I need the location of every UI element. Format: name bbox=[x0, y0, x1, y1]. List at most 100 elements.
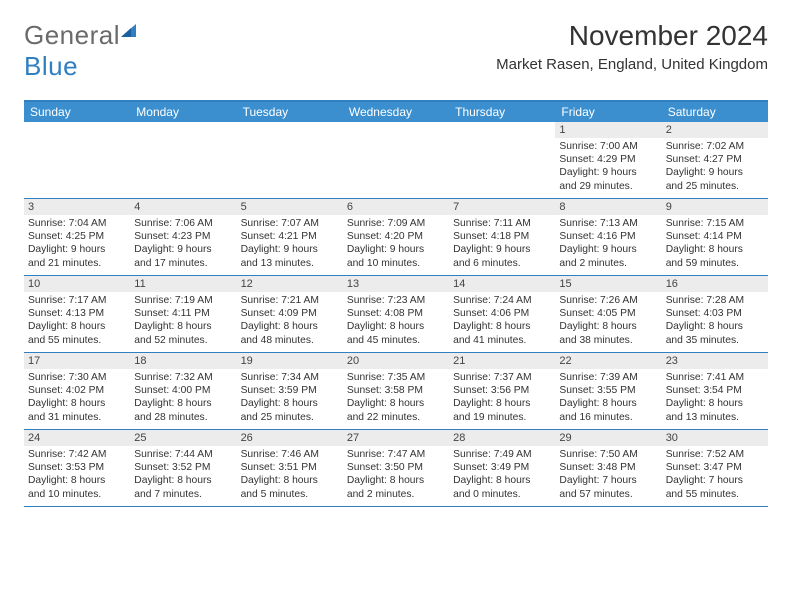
day-number: 19 bbox=[237, 353, 343, 369]
sunset-text: Sunset: 4:09 PM bbox=[241, 307, 339, 320]
sunrise-text: Sunrise: 7:02 AM bbox=[666, 140, 764, 153]
day-number: 30 bbox=[662, 430, 768, 446]
sunset-text: Sunset: 4:25 PM bbox=[28, 230, 126, 243]
daylight-text: and 19 minutes. bbox=[453, 411, 551, 424]
sunrise-text: Sunrise: 7:00 AM bbox=[559, 140, 657, 153]
daylight-text: Daylight: 8 hours bbox=[453, 474, 551, 487]
day-cell: 1Sunrise: 7:00 AMSunset: 4:29 PMDaylight… bbox=[555, 122, 661, 198]
week-row: 24Sunrise: 7:42 AMSunset: 3:53 PMDayligh… bbox=[24, 430, 768, 507]
day-number: 27 bbox=[343, 430, 449, 446]
daylight-text: and 16 minutes. bbox=[559, 411, 657, 424]
day-number: 3 bbox=[24, 199, 130, 215]
day-number: 17 bbox=[24, 353, 130, 369]
daylight-text: Daylight: 8 hours bbox=[241, 474, 339, 487]
day-number: 8 bbox=[555, 199, 661, 215]
day-number: 15 bbox=[555, 276, 661, 292]
day-cell: 8Sunrise: 7:13 AMSunset: 4:16 PMDaylight… bbox=[555, 199, 661, 275]
day-cell bbox=[449, 122, 555, 198]
day-cell: 19Sunrise: 7:34 AMSunset: 3:59 PMDayligh… bbox=[237, 353, 343, 429]
sunrise-text: Sunrise: 7:41 AM bbox=[666, 371, 764, 384]
day-cell: 18Sunrise: 7:32 AMSunset: 4:00 PMDayligh… bbox=[130, 353, 236, 429]
daylight-text: Daylight: 8 hours bbox=[666, 243, 764, 256]
day-cell: 23Sunrise: 7:41 AMSunset: 3:54 PMDayligh… bbox=[662, 353, 768, 429]
sunrise-text: Sunrise: 7:15 AM bbox=[666, 217, 764, 230]
daylight-text: and 31 minutes. bbox=[28, 411, 126, 424]
day-cell: 24Sunrise: 7:42 AMSunset: 3:53 PMDayligh… bbox=[24, 430, 130, 506]
day-cell: 11Sunrise: 7:19 AMSunset: 4:11 PMDayligh… bbox=[130, 276, 236, 352]
sunrise-text: Sunrise: 7:07 AM bbox=[241, 217, 339, 230]
daylight-text: Daylight: 8 hours bbox=[453, 320, 551, 333]
day-cell: 26Sunrise: 7:46 AMSunset: 3:51 PMDayligh… bbox=[237, 430, 343, 506]
day-number: 10 bbox=[24, 276, 130, 292]
day-number: 29 bbox=[555, 430, 661, 446]
sunset-text: Sunset: 4:02 PM bbox=[28, 384, 126, 397]
sunset-text: Sunset: 4:20 PM bbox=[347, 230, 445, 243]
daylight-text: and 48 minutes. bbox=[241, 334, 339, 347]
sunrise-text: Sunrise: 7:35 AM bbox=[347, 371, 445, 384]
day-cell: 22Sunrise: 7:39 AMSunset: 3:55 PMDayligh… bbox=[555, 353, 661, 429]
sunset-text: Sunset: 3:58 PM bbox=[347, 384, 445, 397]
daylight-text: Daylight: 7 hours bbox=[666, 474, 764, 487]
sunset-text: Sunset: 3:54 PM bbox=[666, 384, 764, 397]
day-number: 11 bbox=[130, 276, 236, 292]
daylight-text: and 22 minutes. bbox=[347, 411, 445, 424]
day-number: 13 bbox=[343, 276, 449, 292]
day-number: 4 bbox=[130, 199, 236, 215]
sunset-text: Sunset: 4:16 PM bbox=[559, 230, 657, 243]
day-number: 5 bbox=[237, 199, 343, 215]
day-number: 7 bbox=[449, 199, 555, 215]
sunset-text: Sunset: 4:23 PM bbox=[134, 230, 232, 243]
daylight-text: Daylight: 8 hours bbox=[134, 320, 232, 333]
daylight-text: and 35 minutes. bbox=[666, 334, 764, 347]
daylight-text: and 2 minutes. bbox=[559, 257, 657, 270]
dayname-row: SundayMondayTuesdayWednesdayThursdayFrid… bbox=[24, 102, 768, 122]
day-cell bbox=[24, 122, 130, 198]
day-cell: 5Sunrise: 7:07 AMSunset: 4:21 PMDaylight… bbox=[237, 199, 343, 275]
day-cell: 4Sunrise: 7:06 AMSunset: 4:23 PMDaylight… bbox=[130, 199, 236, 275]
daylight-text: and 7 minutes. bbox=[134, 488, 232, 501]
day-number: 21 bbox=[449, 353, 555, 369]
sail-icon bbox=[121, 22, 139, 43]
sunset-text: Sunset: 3:48 PM bbox=[559, 461, 657, 474]
day-cell bbox=[237, 122, 343, 198]
day-number: 28 bbox=[449, 430, 555, 446]
week-row: 3Sunrise: 7:04 AMSunset: 4:25 PMDaylight… bbox=[24, 199, 768, 276]
daylight-text: Daylight: 7 hours bbox=[559, 474, 657, 487]
sunset-text: Sunset: 3:53 PM bbox=[28, 461, 126, 474]
daylight-text: and 25 minutes. bbox=[666, 180, 764, 193]
daylight-text: Daylight: 8 hours bbox=[453, 397, 551, 410]
day-number: 24 bbox=[24, 430, 130, 446]
daylight-text: Daylight: 9 hours bbox=[28, 243, 126, 256]
day-cell: 12Sunrise: 7:21 AMSunset: 4:09 PMDayligh… bbox=[237, 276, 343, 352]
sunrise-text: Sunrise: 7:30 AM bbox=[28, 371, 126, 384]
daylight-text: and 45 minutes. bbox=[347, 334, 445, 347]
week-row: 17Sunrise: 7:30 AMSunset: 4:02 PMDayligh… bbox=[24, 353, 768, 430]
daylight-text: and 41 minutes. bbox=[453, 334, 551, 347]
day-cell: 28Sunrise: 7:49 AMSunset: 3:49 PMDayligh… bbox=[449, 430, 555, 506]
daylight-text: and 55 minutes. bbox=[28, 334, 126, 347]
dayname-monday: Monday bbox=[130, 102, 236, 122]
daylight-text: and 0 minutes. bbox=[453, 488, 551, 501]
logo-text: General Blue bbox=[24, 20, 139, 82]
daylight-text: and 25 minutes. bbox=[241, 411, 339, 424]
sunrise-text: Sunrise: 7:23 AM bbox=[347, 294, 445, 307]
daylight-text: Daylight: 8 hours bbox=[28, 397, 126, 410]
day-cell: 6Sunrise: 7:09 AMSunset: 4:20 PMDaylight… bbox=[343, 199, 449, 275]
day-number: 23 bbox=[662, 353, 768, 369]
week-row: 1Sunrise: 7:00 AMSunset: 4:29 PMDaylight… bbox=[24, 122, 768, 199]
daylight-text: Daylight: 8 hours bbox=[134, 397, 232, 410]
day-number bbox=[449, 122, 555, 138]
day-cell: 2Sunrise: 7:02 AMSunset: 4:27 PMDaylight… bbox=[662, 122, 768, 198]
day-cell: 20Sunrise: 7:35 AMSunset: 3:58 PMDayligh… bbox=[343, 353, 449, 429]
day-cell: 30Sunrise: 7:52 AMSunset: 3:47 PMDayligh… bbox=[662, 430, 768, 506]
day-number: 18 bbox=[130, 353, 236, 369]
daylight-text: Daylight: 8 hours bbox=[241, 397, 339, 410]
daylight-text: and 10 minutes. bbox=[28, 488, 126, 501]
day-number: 20 bbox=[343, 353, 449, 369]
sunset-text: Sunset: 3:52 PM bbox=[134, 461, 232, 474]
calendar: SundayMondayTuesdayWednesdayThursdayFrid… bbox=[24, 100, 768, 507]
day-number: 2 bbox=[662, 122, 768, 138]
sunrise-text: Sunrise: 7:28 AM bbox=[666, 294, 764, 307]
day-number: 22 bbox=[555, 353, 661, 369]
sunset-text: Sunset: 4:05 PM bbox=[559, 307, 657, 320]
